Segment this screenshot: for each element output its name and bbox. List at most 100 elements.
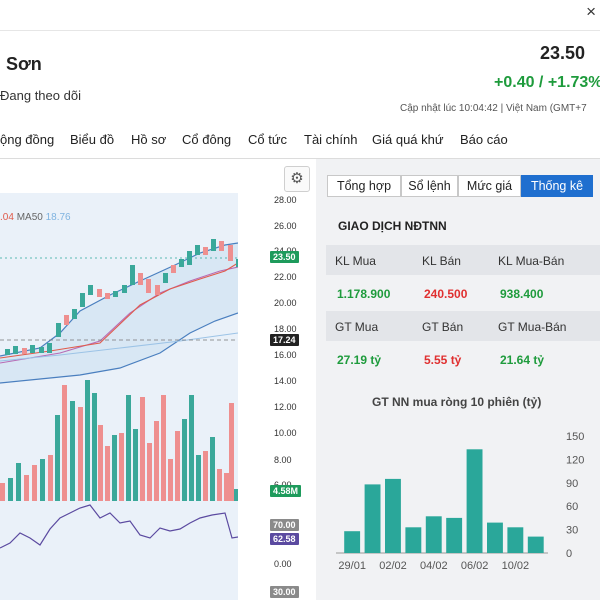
ma-legend: .04 MA50 18.76 <box>0 212 71 223</box>
candle <box>39 347 44 353</box>
net-buy-chart-title: GT NN mua ròng 10 phiên (tỷ) <box>372 395 542 409</box>
stock-price: 23.50 <box>540 43 586 63</box>
foreign-value-header-row: GT Mua GT Bán GT Mua-Bán <box>326 311 600 341</box>
gt-ban-header: GT Bán <box>422 320 464 334</box>
price-tick: 14.00 <box>274 376 297 386</box>
foreign-volume-header-row: KL Mua KL Bán KL Mua-Bán <box>326 245 600 275</box>
volume-bars <box>0 380 238 501</box>
gt-mua-ban-value: 21.64 tỷ <box>500 353 545 367</box>
candle <box>72 309 77 319</box>
tab-thong-ke[interactable]: Thống kê <box>521 175 593 197</box>
net-buy-bar <box>364 484 381 553</box>
net-buy-y-tick: 90 <box>566 478 578 490</box>
gt-mua-value: 27.19 tỷ <box>337 353 382 367</box>
nav-gia-qua-khu[interactable]: Giá quá khứ <box>372 132 444 147</box>
net-buy-bar <box>527 536 544 553</box>
bollinger-band <box>0 243 238 383</box>
price-change: +0.40 / +1.73% <box>494 74 600 91</box>
nav-cong-dong[interactable]: ộng đồng <box>0 132 55 147</box>
candle <box>195 245 200 255</box>
candle <box>155 285 160 295</box>
candle <box>211 239 216 251</box>
nav-bieu-do[interactable]: Biểu đồ <box>70 132 115 147</box>
kl-mua-value: 1.178.900 <box>337 287 391 301</box>
ma50-value: 18.76 <box>45 212 71 223</box>
ma50-line <box>0 332 239 362</box>
rsi-tick: 0.00 <box>274 559 292 569</box>
net-buy-x-tick: 04/02 <box>420 560 448 572</box>
candle <box>203 247 208 255</box>
net-buy-x-tick: 06/02 <box>461 560 489 572</box>
candle <box>228 245 233 261</box>
close-icon[interactable]: × <box>586 2 596 21</box>
foreign-trade-title: GIAO DỊCH NĐTNN <box>338 219 447 233</box>
chart-plot-area[interactable] <box>0 193 239 600</box>
rsi-70-badge: 70.00 <box>270 519 299 531</box>
net-buy-bar <box>466 449 483 553</box>
rsi-value-badge: 62.58 <box>270 533 299 545</box>
ma20-line <box>0 262 239 359</box>
candle <box>236 259 238 267</box>
net-buy-y-tick: 0 <box>566 548 572 560</box>
candle <box>179 259 184 267</box>
gt-mua-ban-header: GT Mua-Bán <box>498 320 567 334</box>
tab-muc-gia[interactable]: Mức giá <box>458 175 521 197</box>
net-buy-bar <box>507 527 524 553</box>
kl-ban-value: 240.500 <box>424 287 468 301</box>
tab-so-lenh[interactable]: Sổ lệnh <box>401 175 458 197</box>
tab-tong-hop[interactable]: Tổng hợp <box>327 175 401 197</box>
nav-co-tuc[interactable]: Cổ tức <box>248 132 288 147</box>
candle <box>47 343 52 353</box>
candle <box>30 345 35 353</box>
price-badge: 23.50 <box>270 251 299 263</box>
candle <box>171 265 176 273</box>
candle <box>113 291 118 297</box>
gt-ban-value: 5.55 tỷ <box>424 353 462 367</box>
nav-divider <box>0 158 600 159</box>
candle <box>64 315 69 325</box>
candle <box>97 289 102 297</box>
nav-co-dong[interactable]: Cổ đông <box>182 132 232 147</box>
reference-badge: 17.24 <box>270 334 299 346</box>
nav-ho-so[interactable]: Hồ sơ <box>131 132 167 147</box>
nav-bao-cao[interactable]: Báo cáo <box>460 132 508 147</box>
net-buy-x-tick: 29/01 <box>338 560 366 572</box>
kl-mua-ban-header: KL Mua-Bán <box>498 254 565 268</box>
candle <box>80 293 85 307</box>
net-buy-bar <box>446 517 463 553</box>
net-buy-bar <box>344 531 361 553</box>
bollinger-lower-line <box>0 312 239 384</box>
rsi-line <box>0 504 239 549</box>
window-top-bar: × <box>0 0 600 31</box>
price-tick: 12.00 <box>274 402 297 412</box>
volume-badge: 4.58M <box>270 485 302 497</box>
candle <box>146 279 151 293</box>
candle <box>56 323 61 337</box>
nav-tai-chinh[interactable]: Tài chính <box>304 132 358 147</box>
ma50-label: MA50 <box>16 212 43 223</box>
candle <box>13 346 18 354</box>
net-buy-x-tick: 02/02 <box>379 560 407 572</box>
gt-mua-header: GT Mua <box>335 320 379 334</box>
price-chart-svg <box>0 239 239 549</box>
net-buy-y-tick: 60 <box>566 501 578 513</box>
net-buy-bar <box>405 527 422 553</box>
price-tick: 26.00 <box>274 221 297 231</box>
candle <box>130 265 135 285</box>
candle <box>187 251 192 265</box>
kl-ban-header: KL Bán <box>422 254 461 268</box>
candle <box>219 241 224 251</box>
net-buy-bar <box>425 516 442 553</box>
price-tick: 16.00 <box>274 350 297 360</box>
candle <box>122 285 127 293</box>
candle <box>5 349 10 355</box>
kl-mua-header: KL Mua <box>335 254 376 268</box>
price-tick: 20.00 <box>274 298 297 308</box>
candle <box>22 348 27 354</box>
update-time: Cập nhật lúc 10:04:42 | Việt Nam (GMT+7 <box>400 103 587 114</box>
rsi-30-badge: 30.00 <box>270 586 299 598</box>
follow-status[interactable]: Đang theo dõi <box>0 88 81 103</box>
gear-icon[interactable]: ⚙ <box>284 166 310 192</box>
net-buy-bar <box>385 478 401 553</box>
ma20-value: .04 <box>0 212 14 223</box>
